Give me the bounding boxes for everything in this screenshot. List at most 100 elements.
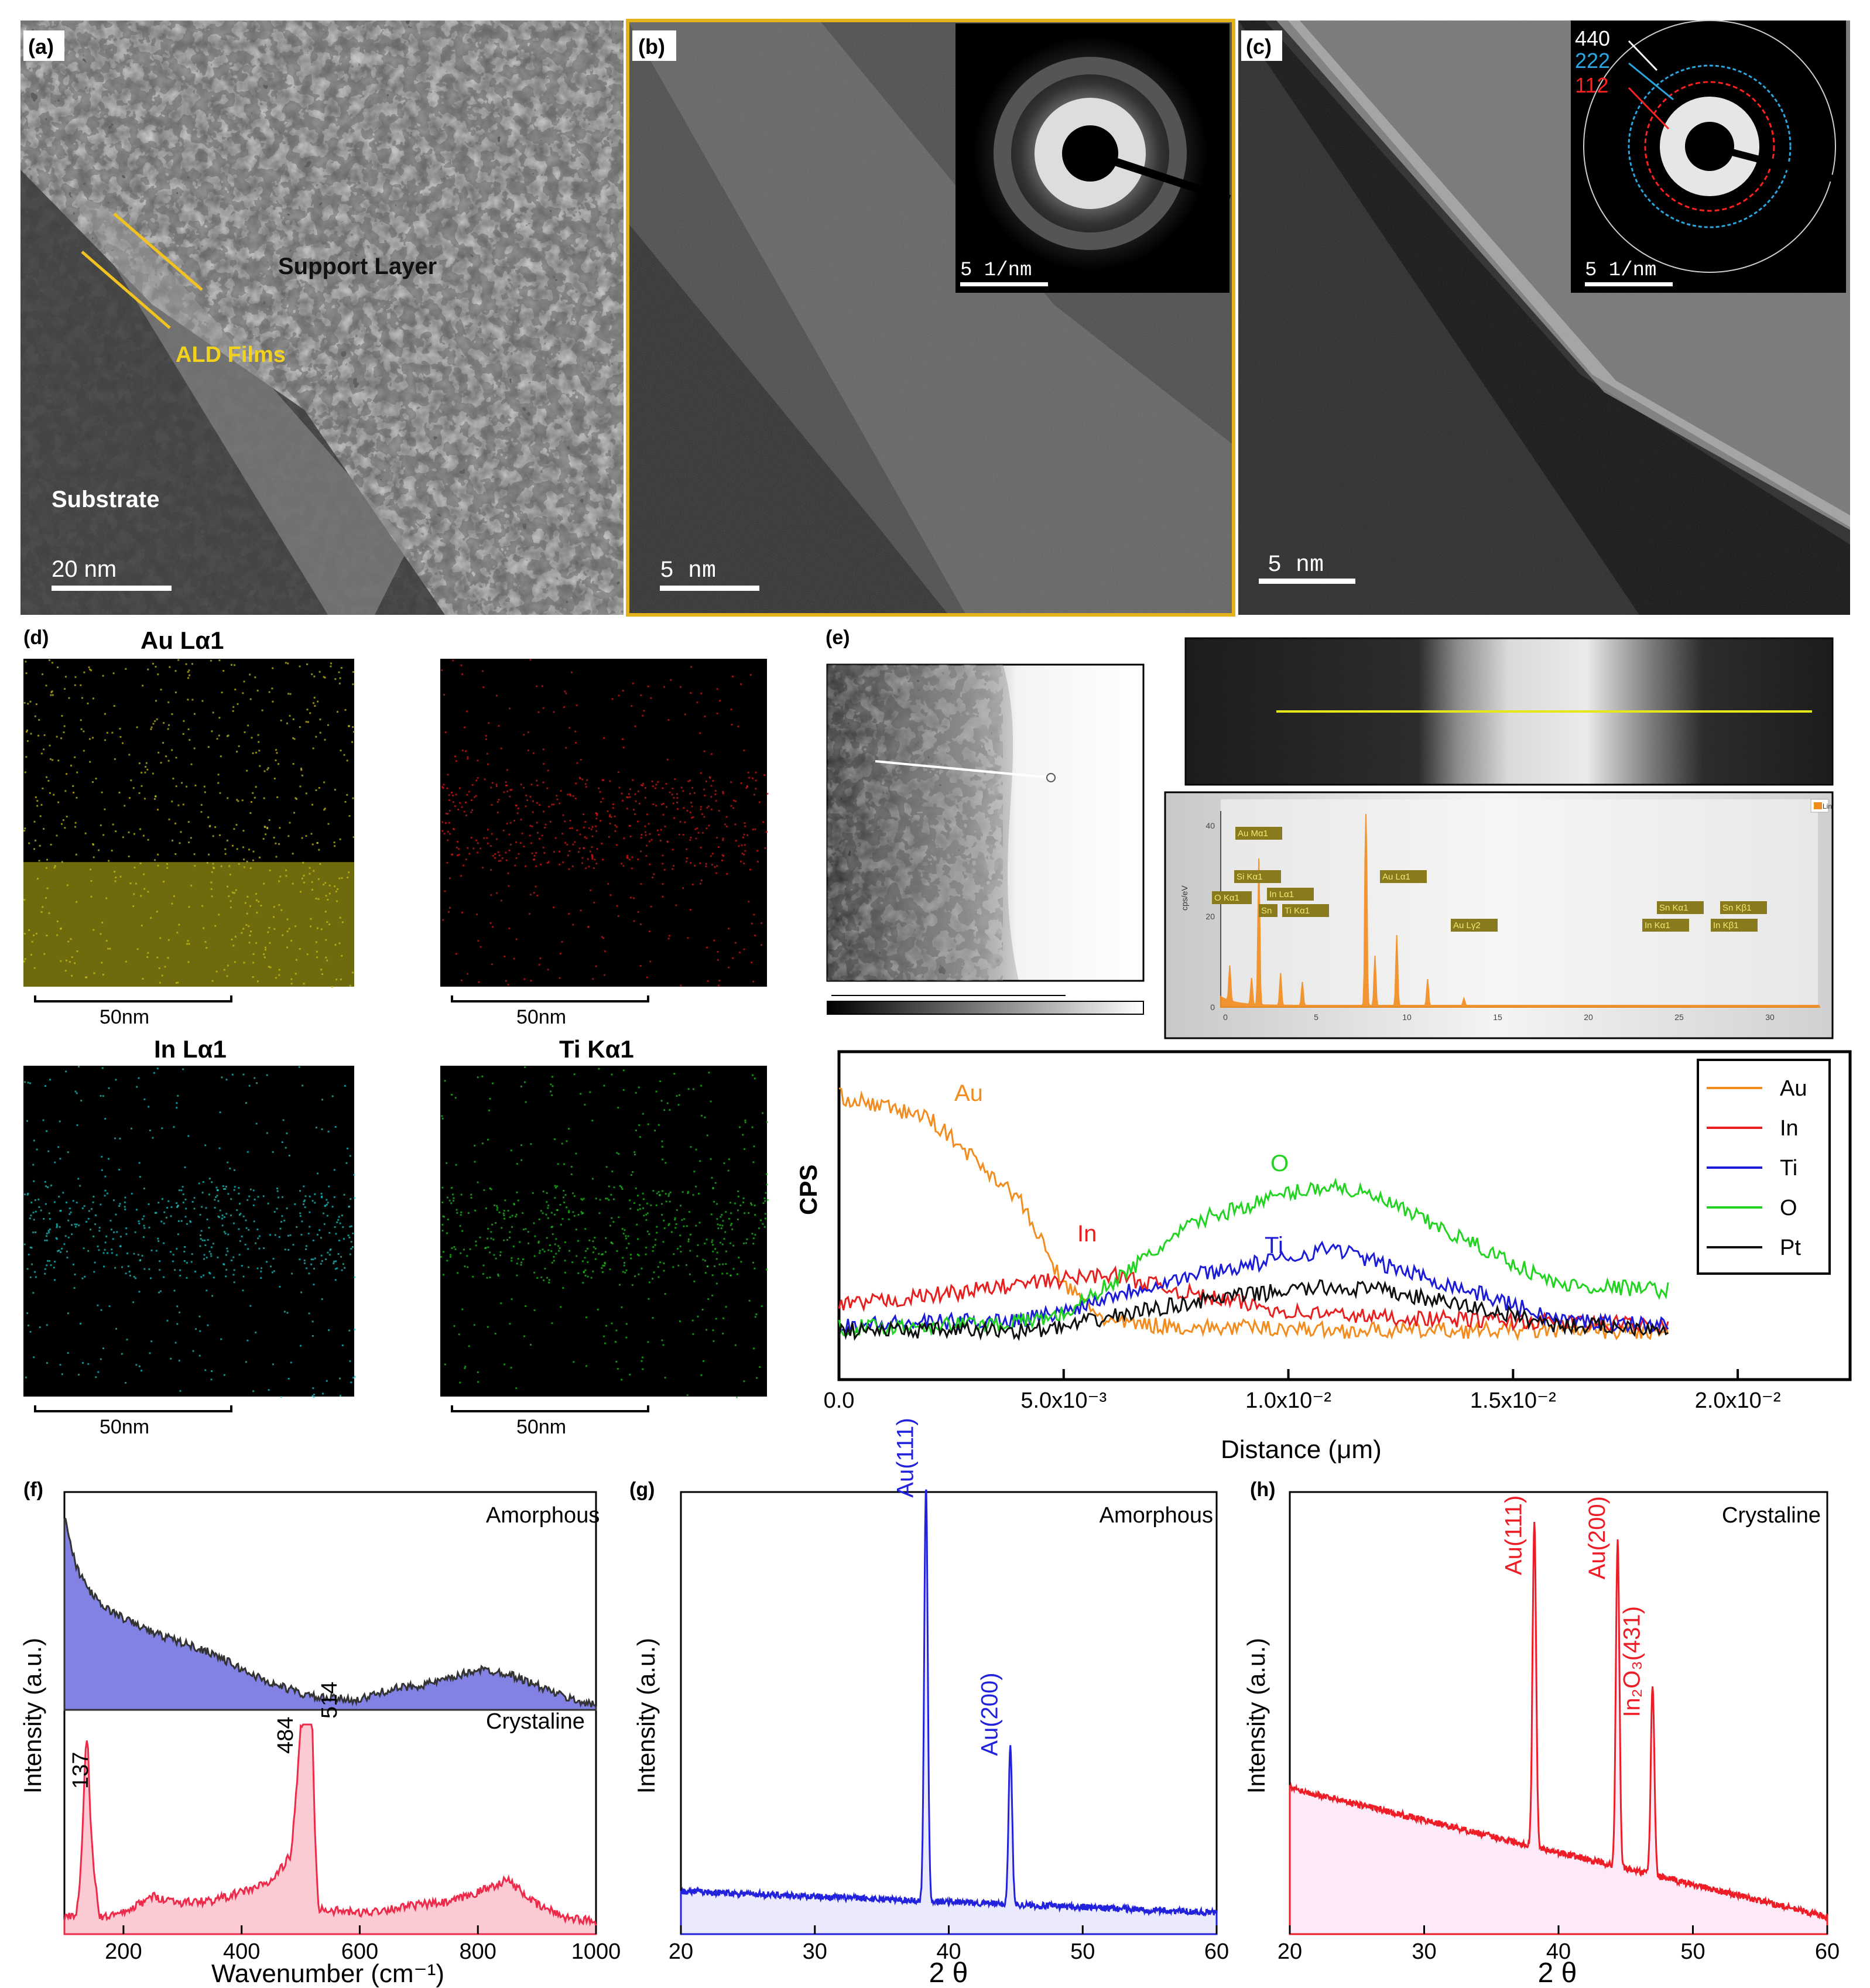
xrd-pattern [680, 1489, 1218, 1935]
x-tick-label: 20 [669, 1939, 693, 1964]
x-tick-label: 600 [341, 1939, 378, 1964]
panel-e: (e) cps/eV 0 5 10 15 20 25 30 0 20 40 Lin Au Mα1 S… [826, 627, 1834, 1039]
axis-label-x: Wavenumber (cm⁻¹) [211, 1959, 444, 1988]
eds-spectrum: cps/eV 0 5 10 15 20 25 30 0 20 40 Lin Au Mα1 Si Kα… [1164, 791, 1834, 1039]
series-label-crystaline: Crystaline [486, 1709, 585, 1734]
xrd-pattern [1289, 1522, 1828, 1935]
legend-label: In [1780, 1116, 1799, 1141]
spectrum-peak-label: Si Kα1 [1237, 872, 1263, 882]
spectrum-peak-label: In Kα1 [1645, 921, 1670, 930]
panel-b: (b) 5 1/nm 5 nm [626, 19, 1235, 617]
x-tick-label: 50 [1070, 1939, 1095, 1964]
panel-letter: (a) [28, 35, 54, 59]
x-tick-label: 20 [1278, 1939, 1302, 1964]
eds-map: 50nm [440, 1066, 769, 1438]
eds-map: 50nm [23, 659, 355, 1028]
map-scale-bar [451, 995, 649, 1002]
spectrum-peak-tag [1235, 827, 1282, 840]
spectrum-peak-label: O Kα1 [1214, 893, 1239, 903]
x-tick-label: 1.5x10⁻² [1470, 1388, 1556, 1413]
spectrum-y-label: cps/eV [1180, 885, 1189, 911]
inset-scale-label: 5 1/nm [960, 259, 1032, 282]
spectrum-curve [1220, 813, 1821, 1008]
panel-letter: (e) [826, 627, 850, 649]
spectrum-x-tick: 5 [1314, 1012, 1318, 1022]
panel-f: (f) Amorphous Crystaline Intensity (a.u.… [19, 1479, 621, 1988]
spectrum-x-tick: 20 [1584, 1012, 1593, 1022]
peak-annotation: 484 [273, 1717, 298, 1754]
panel-letter-box [1241, 30, 1282, 61]
spectrum-peak-label: Au Mα1 [1238, 829, 1268, 839]
peak-annotation: 137 [69, 1752, 93, 1789]
ring-label-112: 112 [1575, 73, 1608, 97]
spectrum-peak-tag [1282, 904, 1329, 917]
spectrum-y-tick: 0 [1210, 1002, 1215, 1012]
x-tick-label: 50 [1680, 1939, 1705, 1964]
panel-a: (a) Support Layer ALD Films Substrate 20… [20, 20, 624, 615]
spectrum-x-tick: 15 [1493, 1012, 1502, 1022]
ald-films-label: ALD Films [176, 343, 286, 367]
profile-y-label: CPS [794, 1165, 822, 1215]
peak-label: Au(200) [977, 1672, 1003, 1756]
spectrum-x-tick: 30 [1765, 1012, 1775, 1022]
spectrum-peak-tag [1451, 919, 1498, 932]
series-annotation: In [1077, 1221, 1097, 1247]
x-tick-label: 40 [936, 1939, 961, 1964]
map-title-au: Au Lα1 [141, 627, 224, 654]
ald-marker-line [113, 213, 203, 291]
spectrum-peak-label: Sn [1261, 906, 1272, 916]
scale-bar-label: 5 nm [1268, 552, 1324, 579]
legend-label: O [1780, 1196, 1797, 1220]
x-tick-label: 0.0 [824, 1388, 855, 1413]
x-tick-label: 800 [460, 1939, 496, 1964]
peak-label: Au(111) [1501, 1496, 1527, 1575]
x-tick-label: 400 [223, 1939, 260, 1964]
saed-inset: 5 1/nm [955, 23, 1231, 293]
profile-frame [837, 1050, 1852, 1381]
panel-letter: (d) [23, 627, 49, 649]
axis-label-x: 2 θ [1538, 1958, 1577, 1988]
axis-label-y: Intensity (a.u.) [632, 1638, 660, 1794]
axis-label-y: Intensity (a.u.) [19, 1638, 46, 1794]
spectrum-peak-label: In Lα1 [1269, 889, 1294, 899]
x-tick-label: 30 [1412, 1939, 1436, 1964]
x-tick-label: 60 [1204, 1939, 1229, 1964]
x-tick-label: 2.0x10⁻² [1695, 1388, 1781, 1413]
map-scale-label: 50nm [516, 1006, 566, 1028]
map-title-in: In Lα1 [154, 1035, 227, 1063]
series-annotation: O [1270, 1151, 1289, 1176]
scale-bar [52, 586, 172, 591]
inset-scale-bar [960, 282, 1048, 286]
series-line-in [838, 1265, 1669, 1335]
peak-label: In₂O₃(431) [1619, 1606, 1645, 1717]
peak-label: Au(111) [893, 1418, 919, 1497]
axis-label-x: 2 θ [929, 1958, 968, 1988]
x-tick-label: 200 [105, 1939, 142, 1964]
x-tick-label: 1.0x10⁻² [1245, 1388, 1331, 1413]
series-line-ti [838, 1240, 1669, 1335]
ring-label-222: 222 [1575, 49, 1610, 73]
spectrum-peak-tag [1711, 919, 1758, 932]
spectrum-peak-tag [1212, 891, 1252, 904]
eds-map: 50nm [440, 659, 769, 1028]
chart-title: Crystaline [1722, 1503, 1821, 1528]
x-tick-label: 1000 [571, 1939, 621, 1964]
substrate-label: Substrate [52, 487, 160, 512]
spectrum-peak-label: In Kβ1 [1713, 921, 1739, 930]
saed-inset: 440 222 112 5 1/nm [1571, 20, 1846, 293]
x-tick-label: 5.0x10⁻³ [1020, 1388, 1107, 1413]
stem-image [826, 663, 1145, 1015]
panel-letter: (g) [629, 1479, 655, 1501]
panel-letter-box [632, 30, 676, 61]
peak-annotation: 514 [317, 1682, 342, 1719]
scale-bar-label: 5 nm [660, 558, 716, 584]
legend-label: Au [1780, 1076, 1807, 1101]
panel-c: (c) 440 222 112 5 1/nm 5 nm [1238, 20, 1850, 615]
spectrum-peak-label: Au Lα1 [1382, 872, 1410, 882]
profile-x-label: Distance (μm) [1221, 1435, 1382, 1464]
map-title-ti: Ti Kα1 [559, 1035, 634, 1063]
x-tick-label: 60 [1815, 1939, 1840, 1964]
map-scale-bar [34, 1405, 232, 1412]
series-annotation: Au [954, 1080, 983, 1106]
